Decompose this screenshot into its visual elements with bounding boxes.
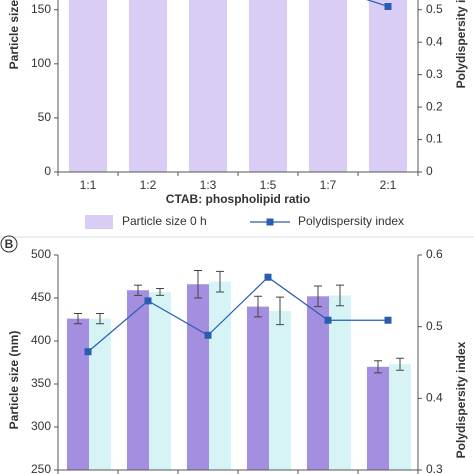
y2-tick-label: 0.4	[426, 391, 443, 405]
bar	[369, 0, 407, 172]
y-tick-label: 450	[31, 290, 51, 304]
bar	[69, 0, 107, 172]
y2-tick-label: 0.3	[426, 462, 443, 474]
y-tick-label: 350	[31, 376, 51, 390]
line	[87, 276, 388, 353]
y-tick-label: 150	[31, 2, 51, 16]
x-tick-label: 2:1	[380, 178, 397, 192]
legend-label: Particle size 0 h	[122, 214, 207, 228]
bar	[67, 318, 89, 470]
panel-badge	[0, 235, 18, 253]
y-tick-label: 50	[38, 110, 52, 124]
error-bar	[156, 288, 164, 296]
y2-tick-label: 0	[426, 164, 433, 178]
bar	[127, 290, 149, 470]
error-bar	[314, 285, 322, 308]
bar	[249, 0, 287, 172]
y2-tick-label: 0.6	[426, 247, 443, 261]
error-bar	[194, 269, 202, 299]
y-tick-label: 300	[31, 419, 51, 433]
y-tick-label: 250	[31, 462, 51, 474]
bar	[329, 295, 351, 470]
y2-axis-title: Polydispersity index	[454, 341, 468, 458]
error-bar	[134, 284, 142, 296]
legend-label: Polydispersity index	[298, 214, 404, 228]
bar	[209, 281, 231, 470]
y2-axis-title: Polydispersity index	[454, 0, 468, 88]
marker	[384, 2, 392, 10]
y2-tick-label: 0.5	[426, 319, 443, 333]
y-axis-title: Particle size (nm)	[7, 0, 21, 69]
error-bar	[74, 312, 82, 325]
x-tick-label: 1:5	[260, 178, 277, 192]
plot	[69, 0, 407, 172]
y2-tick-label: 0.2	[426, 99, 443, 113]
bar	[367, 366, 389, 470]
y-axis-title: Particle size (nm)	[7, 331, 21, 430]
bar	[89, 318, 111, 470]
y2-tick-label: 0.5	[426, 2, 443, 16]
x-axis-title: CTAB: phospholipid ratio	[166, 192, 310, 206]
y-tick-label: 100	[31, 56, 51, 70]
legend-swatch	[85, 215, 113, 229]
error-bar	[96, 312, 104, 325]
bar	[247, 306, 269, 470]
marker	[84, 348, 92, 356]
bar	[269, 310, 291, 470]
error-bar	[254, 295, 262, 318]
error-bar	[396, 357, 404, 371]
bar	[149, 291, 171, 470]
bar	[389, 364, 411, 470]
bar	[307, 296, 329, 470]
plot	[67, 269, 411, 470]
legend-marker	[266, 218, 274, 226]
panel-label: B	[5, 237, 14, 251]
bar	[189, 0, 227, 172]
error-bar	[276, 296, 284, 326]
marker	[324, 316, 332, 324]
marker	[144, 297, 152, 305]
marker	[384, 316, 392, 324]
error-bar	[336, 284, 344, 307]
y-tick-label: 500	[31, 247, 51, 261]
x-tick-label: 1:7	[320, 178, 337, 192]
marker	[264, 273, 272, 281]
error-bar	[216, 270, 224, 293]
y2-tick-label: 0.1	[426, 132, 443, 146]
error-bar	[374, 360, 382, 374]
y-tick-label: 0	[44, 164, 51, 178]
x-tick-label: 1:2	[140, 178, 157, 192]
y-tick-label: 400	[31, 333, 51, 347]
bar	[309, 0, 347, 172]
y2-tick-label: 0.3	[426, 67, 443, 81]
bar	[129, 0, 167, 172]
x-tick-label: 1:1	[80, 178, 97, 192]
bar	[187, 284, 209, 470]
marker	[204, 331, 212, 339]
y2-tick-label: 0.4	[426, 34, 443, 48]
x-tick-label: 1:3	[200, 178, 217, 192]
